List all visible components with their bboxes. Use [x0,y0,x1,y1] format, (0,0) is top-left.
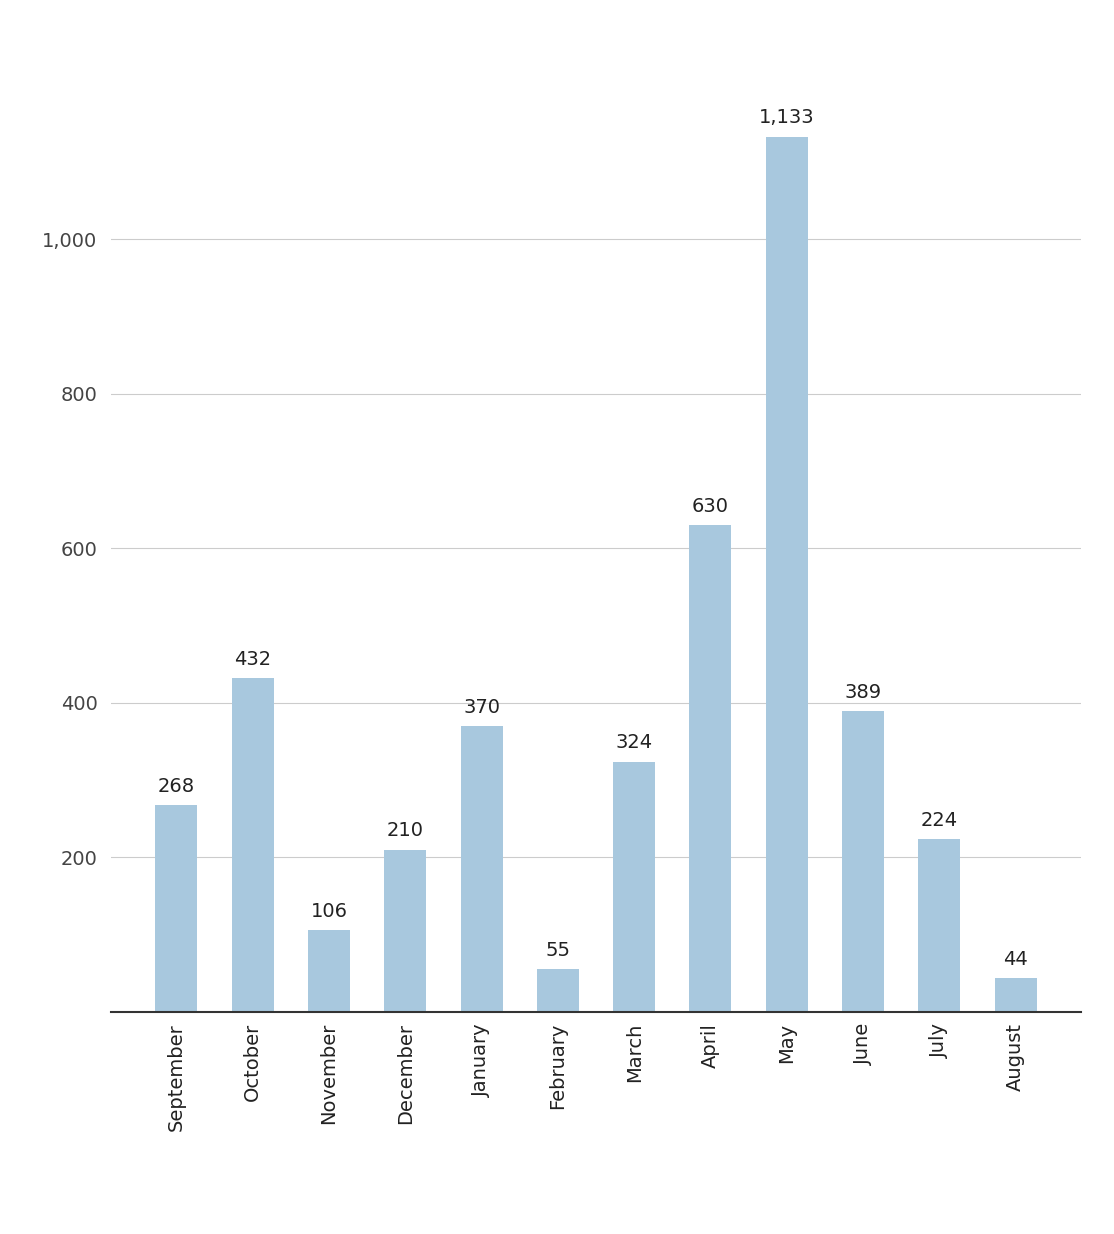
Text: 44: 44 [1004,950,1028,969]
Text: 324: 324 [616,733,653,753]
Bar [307,930,350,1012]
Bar [765,137,808,1012]
Bar [690,526,732,1012]
Text: 55: 55 [546,942,570,960]
Bar [842,711,885,1012]
Bar [613,761,655,1012]
Bar [384,850,427,1012]
Text: 432: 432 [234,650,272,669]
Bar [460,726,502,1012]
Bar [537,970,579,1012]
Text: 210: 210 [387,822,423,840]
Text: 1,133: 1,133 [759,109,814,127]
Text: 630: 630 [692,497,729,516]
Bar [995,977,1036,1012]
Bar [232,679,274,1012]
Text: 224: 224 [920,811,958,829]
Text: 268: 268 [158,776,195,796]
Text: 370: 370 [463,697,500,717]
Bar [156,805,197,1012]
Bar [918,839,960,1012]
Text: 106: 106 [311,902,348,921]
Text: 389: 389 [844,684,881,702]
